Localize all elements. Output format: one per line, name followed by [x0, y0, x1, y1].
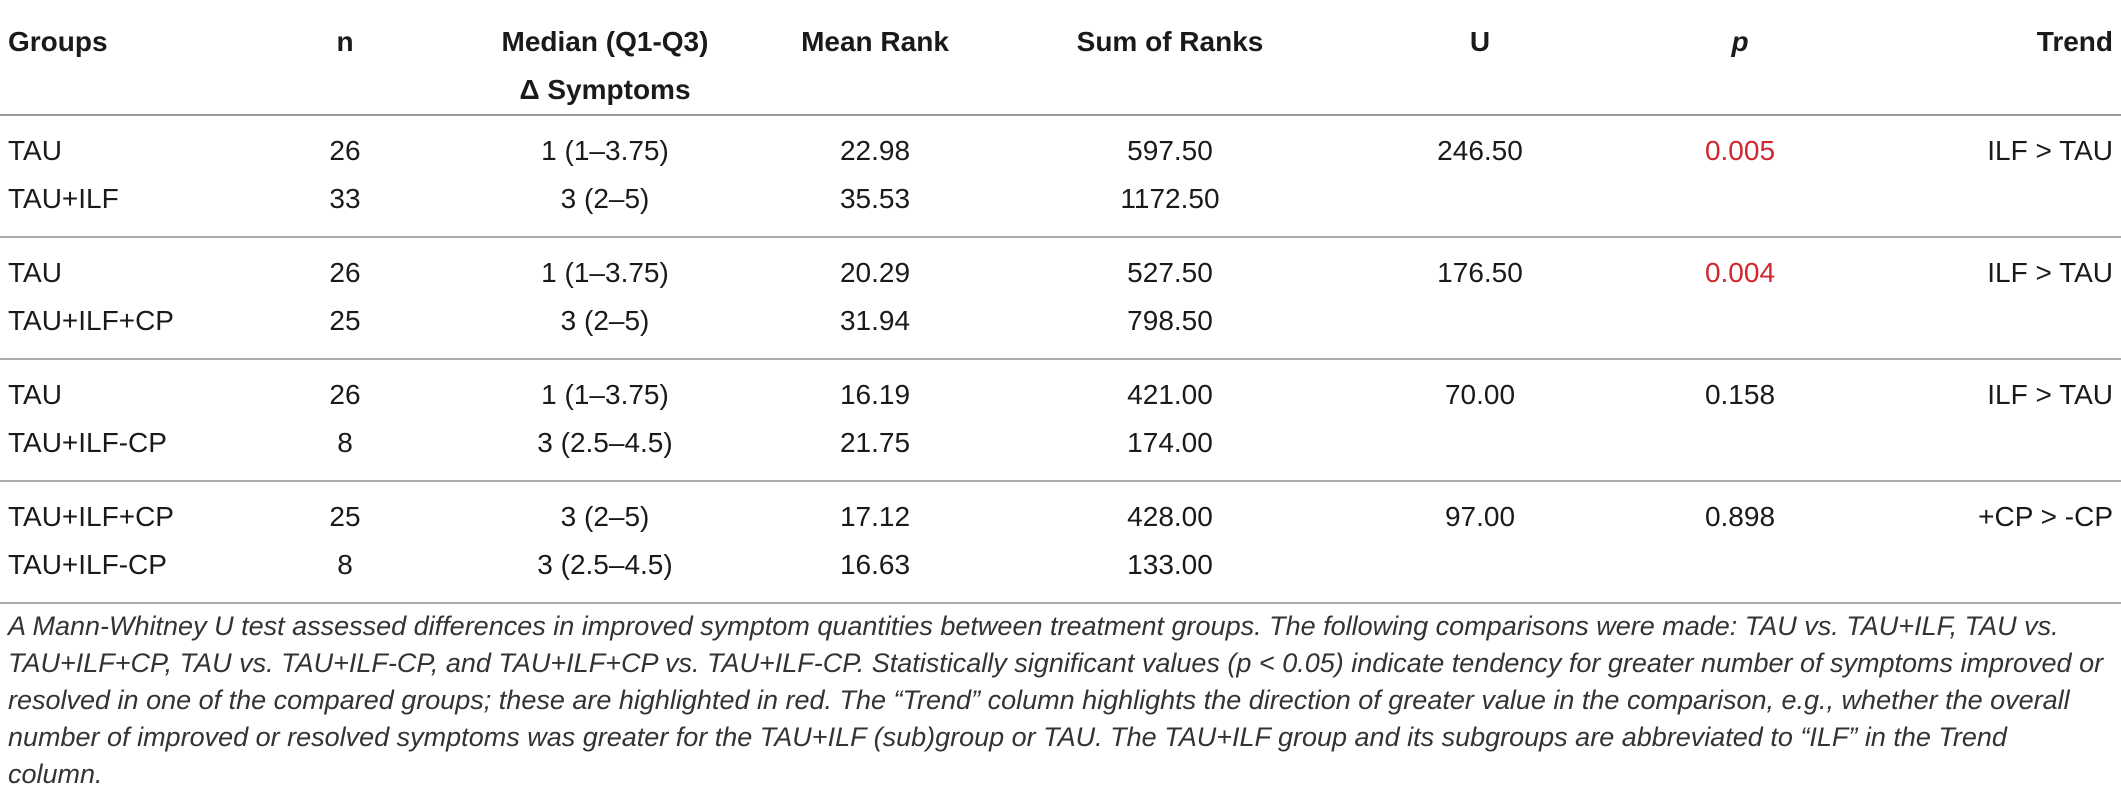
cell-u: 97.00: [1444, 501, 1516, 532]
cell-n: 8: [337, 549, 353, 580]
comparison-group: TAU 26 1 (1–3.75) 20.29 527.50 176.50 0.004 ILF…: [0, 237, 2121, 359]
cell-mean-rank: 22.98: [839, 135, 911, 166]
table-footnote: A Mann-Whitney U test assessed differenc…: [8, 611, 2104, 789]
cell-n: 26: [329, 257, 361, 288]
cell-u: 246.50: [1437, 135, 1523, 166]
cell-n: 33: [329, 183, 361, 214]
cell-p: 0.898: [1704, 501, 1776, 532]
cell-n: 26: [329, 135, 361, 166]
cell-group: TAU: [8, 135, 62, 166]
cell-median: 3 (2–5): [560, 305, 650, 336]
results-table: Groups n Median (Q1-Q3) Δ Symptoms Mean …: [0, 0, 2121, 603]
header-sum-of-ranks: Sum of Ranks: [1076, 26, 1264, 57]
table-row: TAU 26 1 (1–3.75) 16.19 421.00 70.00 0.158 ILF …: [0, 359, 2121, 419]
cell-p: [1620, 419, 1860, 481]
cell-sum-of-ranks: 174.00: [1127, 427, 1213, 458]
cell-median: 1 (1–3.75): [541, 135, 669, 166]
cell-u: [1340, 297, 1620, 359]
header-p: p: [1731, 26, 1749, 57]
cell-n: 26: [329, 379, 361, 410]
cell-p: 0.004: [1704, 257, 1776, 288]
cell-sum-of-ranks: 428.00: [1127, 501, 1213, 532]
header-row: Groups n Median (Q1-Q3) Δ Symptoms Mean …: [0, 0, 2121, 115]
comparison-group: TAU 26 1 (1–3.75) 16.19 421.00 70.00 0.158 ILF …: [0, 359, 2121, 481]
cell-u: 176.50: [1437, 257, 1523, 288]
cell-n: 25: [329, 305, 361, 336]
cell-mean-rank: 17.12: [839, 501, 911, 532]
cell-p: 0.158: [1704, 379, 1776, 410]
cell-group: TAU+ILF+CP: [8, 305, 174, 336]
comparison-group: TAU 26 1 (1–3.75) 22.98 597.50 246.50 0.005 ILF…: [0, 115, 2121, 237]
cell-mean-rank: 16.63: [839, 549, 911, 580]
header-n: n: [336, 26, 354, 57]
cell-mean-rank: 21.75: [839, 427, 911, 458]
cell-trend: [1860, 419, 2121, 481]
cell-median: 3 (2–5): [560, 183, 650, 214]
cell-group: TAU+ILF+CP: [8, 501, 174, 532]
table-row: TAU+ILF-CP 8 3 (2.5–4.5) 16.63 133.00: [0, 541, 2121, 603]
table-row: TAU+ILF 33 3 (2–5) 35.53 1172.50: [0, 175, 2121, 237]
cell-p: 0.005: [1704, 135, 1776, 166]
header-mean-rank: Mean Rank: [801, 26, 949, 57]
table-row: TAU+ILF+CP 25 3 (2–5) 17.12 428.00 97.00 0.898…: [0, 481, 2121, 541]
header-median: Median (Q1-Q3) Δ Symptoms: [460, 0, 750, 115]
cell-trend: ILF > TAU: [1987, 257, 2113, 288]
cell-n: 25: [329, 501, 361, 532]
cell-median: 3 (2–5): [560, 501, 650, 532]
cell-group: TAU+ILF-CP: [8, 427, 167, 458]
cell-group: TAU+ILF: [8, 183, 119, 214]
cell-median: 3 (2.5–4.5): [537, 549, 673, 580]
cell-p: [1620, 297, 1860, 359]
cell-p: [1620, 175, 1860, 237]
header-u: U: [1469, 26, 1491, 57]
cell-u: 70.00: [1444, 379, 1516, 410]
cell-u: [1340, 541, 1620, 603]
cell-trend: +CP > -CP: [1978, 501, 2113, 532]
cell-trend: [1860, 175, 2121, 237]
cell-group: TAU+ILF-CP: [8, 549, 167, 580]
cell-sum-of-ranks: 527.50: [1127, 257, 1213, 288]
cell-p: [1620, 541, 1860, 603]
cell-sum-of-ranks: 1172.50: [1120, 183, 1220, 214]
cell-u: [1340, 175, 1620, 237]
cell-trend: [1860, 541, 2121, 603]
cell-n: 8: [337, 427, 353, 458]
cell-sum-of-ranks: 133.00: [1127, 549, 1213, 580]
cell-sum-of-ranks: 597.50: [1127, 135, 1213, 166]
cell-mean-rank: 16.19: [839, 379, 911, 410]
cell-trend: ILF > TAU: [1987, 379, 2113, 410]
cell-trend: ILF > TAU: [1987, 135, 2113, 166]
table-row: TAU+ILF-CP 8 3 (2.5–4.5) 21.75 174.00: [0, 419, 2121, 481]
comparison-group: TAU+ILF+CP 25 3 (2–5) 17.12 428.00 97.00 0.898…: [0, 481, 2121, 603]
cell-mean-rank: 20.29: [839, 257, 911, 288]
header-median-line2: Δ Symptoms: [519, 74, 691, 105]
cell-sum-of-ranks: 798.50: [1127, 305, 1213, 336]
header-groups: Groups: [8, 26, 108, 57]
header-median-line1: Median (Q1-Q3): [501, 26, 709, 57]
cell-u: [1340, 419, 1620, 481]
table-row: TAU+ILF+CP 25 3 (2–5) 31.94 798.50: [0, 297, 2121, 359]
cell-group: TAU: [8, 257, 62, 288]
header-trend: Trend: [2036, 26, 2113, 57]
cell-mean-rank: 31.94: [839, 305, 911, 336]
table-header: Groups n Median (Q1-Q3) Δ Symptoms Mean …: [0, 0, 2121, 115]
cell-group: TAU: [8, 379, 62, 410]
cell-sum-of-ranks: 421.00: [1127, 379, 1213, 410]
table-row: TAU 26 1 (1–3.75) 20.29 527.50 176.50 0.004 ILF…: [0, 237, 2121, 297]
cell-median: 1 (1–3.75): [541, 379, 669, 410]
cell-median: 1 (1–3.75): [541, 257, 669, 288]
cell-median: 3 (2.5–4.5): [537, 427, 673, 458]
cell-trend: [1860, 297, 2121, 359]
table-row: TAU 26 1 (1–3.75) 22.98 597.50 246.50 0.005 ILF…: [0, 115, 2121, 175]
cell-mean-rank: 35.53: [839, 183, 911, 214]
